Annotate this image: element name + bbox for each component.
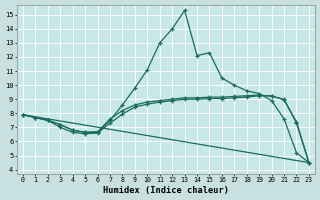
- X-axis label: Humidex (Indice chaleur): Humidex (Indice chaleur): [103, 186, 229, 195]
